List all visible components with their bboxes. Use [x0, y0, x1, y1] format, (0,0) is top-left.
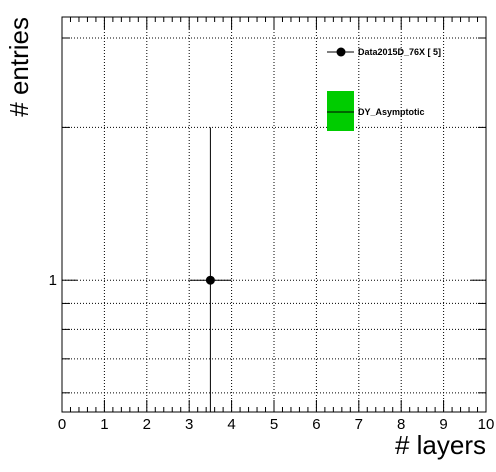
x-tick-label: 3 [185, 416, 193, 433]
x-tick-label: 0 [58, 416, 66, 433]
y-axis-title: # entries [4, 17, 34, 117]
x-tick-label: 2 [143, 416, 151, 433]
legend-label: Data2015D_76X [ 5] [358, 47, 441, 57]
plot-frame [62, 17, 486, 412]
legend-label: DY_Asymptotic [358, 107, 425, 117]
legend-entry: Data2015D_76X [ 5] [327, 47, 441, 57]
data-point [206, 276, 215, 285]
legend-marker-point [337, 48, 346, 57]
x-tick-label: 4 [227, 416, 235, 433]
legend-marker-band [327, 91, 354, 131]
x-tick-label: 6 [312, 416, 320, 433]
x-tick-label: 7 [355, 416, 363, 433]
x-axis-title: # layers [395, 430, 486, 460]
tick-labels: 0 1 2 3 4 5 6 7 8 9 101 [49, 272, 495, 433]
x-tick-label: 1 [100, 416, 108, 433]
axis-ticks [62, 17, 486, 412]
grid-lines [62, 17, 486, 412]
y-tick-label: 1 [49, 272, 57, 289]
data-marks [189, 127, 231, 412]
x-tick-label: 5 [270, 416, 278, 433]
legend-entry: DY_Asymptotic [327, 91, 425, 131]
legend: Data2015D_76X [ 5] DY_Asymptotic [327, 47, 441, 131]
